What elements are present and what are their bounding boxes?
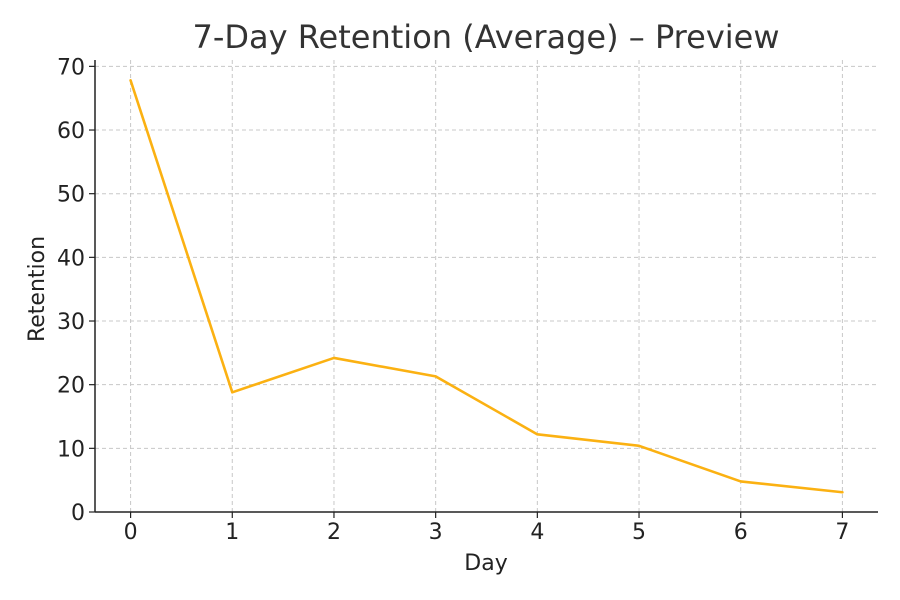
x-tick-label: 0 <box>124 520 138 545</box>
y-tick-label: 30 <box>57 310 85 335</box>
x-tick-label: 5 <box>632 520 646 545</box>
y-tick-label: 60 <box>57 119 85 144</box>
y-axis-label: Retention <box>25 236 50 342</box>
y-axis-ticks: 0 10 20 30 40 50 60 70 <box>57 55 95 526</box>
x-tick-label: 1 <box>225 520 239 545</box>
chart-title: 7-Day Retention (Average) – Preview <box>192 18 779 56</box>
y-tick-label: 20 <box>57 374 85 399</box>
x-tick-label: 7 <box>835 520 849 545</box>
grid <box>95 60 878 513</box>
x-tick-label: 2 <box>327 520 341 545</box>
x-tick-label: 3 <box>429 520 443 545</box>
series-line <box>129 79 844 494</box>
x-axis-ticks: 0 1 2 3 4 5 6 7 <box>124 512 849 545</box>
x-tick-label: 4 <box>530 520 544 545</box>
x-tick-label: 6 <box>734 520 748 545</box>
x-axis-label: Day <box>464 551 507 576</box>
y-tick-label: 0 <box>71 501 85 526</box>
y-tick-label: 70 <box>57 55 85 80</box>
y-tick-label: 50 <box>57 183 85 208</box>
series-group <box>129 79 844 494</box>
axes <box>94 60 878 513</box>
y-tick-label: 40 <box>57 246 85 271</box>
y-tick-label: 10 <box>57 437 85 462</box>
